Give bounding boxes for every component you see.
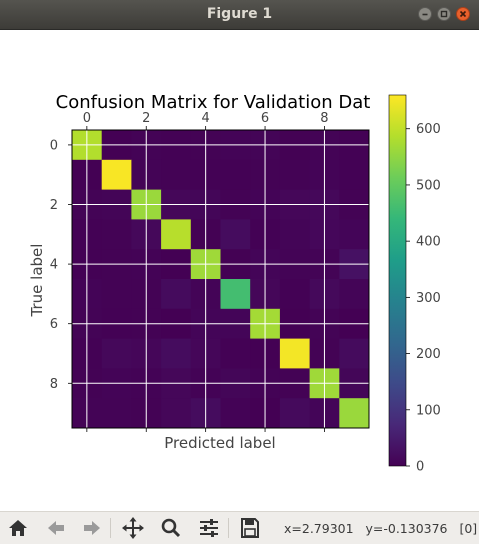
window-title: Figure 1: [206, 6, 273, 22]
heatmap-cell: [101, 219, 132, 250]
move-arrows-icon: [122, 517, 144, 539]
colorbar-ticks: 0 100 200 300 400 500 600: [406, 122, 441, 475]
maximize-button[interactable]: [437, 7, 451, 21]
minimize-icon: [422, 13, 428, 16]
heatmap-cell: [161, 398, 192, 429]
back-arrow-icon: [48, 521, 64, 535]
y-tick-label: 0: [50, 138, 58, 153]
heatmap-cell: [220, 279, 251, 310]
heatmap-cell: [101, 338, 132, 369]
save-button[interactable]: [237, 516, 263, 540]
heatmap-cell: [220, 338, 251, 369]
confusion-matrix-figure: 0 2 4 6 8 0 2 4 6 8 Confusion Matrix for Validat…: [28, 92, 441, 475]
y-tick-label: 4: [50, 258, 58, 273]
x-tick-label: 8: [320, 111, 328, 126]
configure-subplots-button[interactable]: [196, 516, 222, 540]
forward-button[interactable]: [79, 516, 105, 540]
sliders-icon: [200, 519, 218, 537]
coord-value: [0]: [459, 521, 478, 536]
x-axis-label: Predicted label: [164, 434, 275, 452]
colorbar-tick-label: 0: [416, 460, 424, 475]
heatmap-cell: [161, 338, 192, 369]
minimize-button[interactable]: [418, 7, 432, 21]
heatmap-cell: [339, 219, 370, 250]
floppy-disk-icon: [241, 518, 259, 538]
coord-y: y=-0.130376: [365, 521, 448, 536]
colorbar-tick-label: 200: [416, 347, 441, 362]
colorbar-tick-label: 100: [416, 403, 441, 418]
plot-frame: [71, 129, 370, 429]
heatmap-cell: [279, 159, 310, 190]
y-axis-ticks: 0 2 4 6 8: [50, 138, 72, 392]
window-titlebar[interactable]: Figure 1: [0, 0, 479, 30]
colorbar-tick-label: 500: [416, 178, 441, 193]
colorbar-tick-label: 600: [416, 122, 441, 137]
heatmap-cell: [161, 279, 192, 310]
navigation-toolbar: x=2.79301 y=-0.130376 [0]: [0, 511, 479, 544]
figure-canvas[interactable]: 0 2 4 6 8 0 2 4 6 8 Confusion Matrix for Validat…: [0, 30, 479, 511]
coord-x: x=2.79301: [284, 521, 354, 536]
colorbar: [388, 94, 407, 467]
toolbar-separator: [110, 518, 111, 538]
heatmap-cell: [101, 398, 132, 429]
chart-title: Confusion Matrix for Validation Dat: [56, 92, 371, 113]
forward-arrow-icon: [84, 521, 100, 535]
heatmap-cell: [339, 159, 370, 190]
heatmap-cell: [279, 279, 310, 310]
heatmap-cell: [161, 159, 192, 190]
toolbar-separator: [228, 518, 229, 538]
cursor-coordinate-readout: x=2.79301 y=-0.130376 [0]: [284, 521, 477, 536]
x-tick-label: 2: [142, 111, 150, 126]
x-axis-ticks: 0 2 4 6 8: [83, 111, 329, 432]
y-tick-label: 2: [50, 198, 58, 213]
magnifier-icon: [161, 518, 181, 538]
y-tick-label: 6: [50, 317, 58, 332]
heatmap-cell: [101, 279, 132, 310]
heatmap-cell: [220, 398, 251, 429]
colorbar-tick-label: 400: [416, 235, 441, 250]
heatmap-cell: [161, 219, 192, 250]
heatmap-cell: [279, 398, 310, 429]
close-icon: [459, 10, 467, 18]
heatmap-grid: [72, 130, 369, 428]
heatmap-cell: [101, 159, 132, 190]
heatmap-cell: [279, 338, 310, 369]
zoom-button[interactable]: [158, 516, 184, 540]
close-button[interactable]: [456, 7, 470, 21]
x-tick-label: 6: [261, 111, 269, 126]
heatmap-cell: [220, 219, 251, 250]
y-tick-label: 8: [50, 377, 58, 392]
heatmap-cell: [220, 159, 251, 190]
pan-button[interactable]: [120, 516, 146, 540]
colorbar-tick-label: 300: [416, 291, 441, 306]
y-axis-label: True label: [28, 244, 46, 318]
heatmap-cell: [279, 219, 310, 250]
home-icon: [9, 520, 27, 536]
heatmap-cell: [339, 398, 370, 429]
heatmap-cell: [339, 279, 370, 310]
back-button[interactable]: [43, 516, 69, 540]
home-button[interactable]: [5, 516, 31, 540]
x-tick-label: 0: [83, 111, 91, 126]
heatmap-cell: [339, 338, 370, 369]
maximize-icon: [440, 10, 448, 18]
x-tick-label: 4: [202, 111, 210, 126]
